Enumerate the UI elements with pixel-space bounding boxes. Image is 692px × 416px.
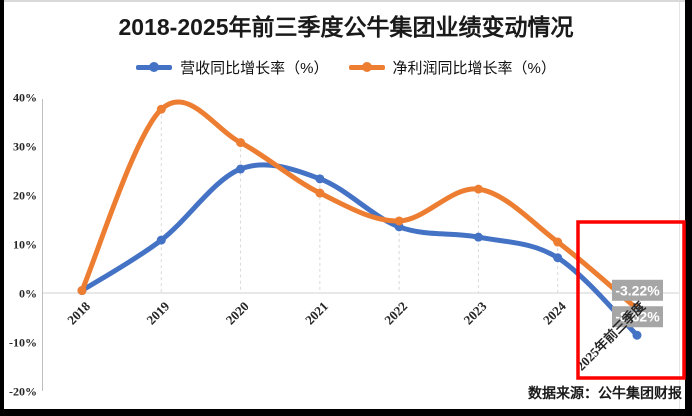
data-point[interactable] (553, 253, 563, 263)
data-point[interactable] (632, 330, 642, 340)
data-point[interactable] (315, 188, 325, 198)
data-point[interactable] (236, 138, 246, 148)
legend-label-revenue: 营收同比增长率（%） (180, 60, 329, 77)
y-tick-label: 40% (13, 91, 37, 105)
end-value-labels: -3.22% -8.62% (611, 279, 663, 328)
y-tick-label: 10% (13, 238, 37, 252)
x-tick-label: 2018 (64, 298, 93, 327)
frame-top-edge (0, 0, 692, 2)
y-tick-label: 30% (13, 140, 37, 154)
chart-legend: 营收同比增长率（%） 净利润同比增长率（%） (0, 57, 692, 78)
value-label-box (611, 279, 663, 301)
netprofit-dot-icon (361, 62, 372, 73)
y-tick-label: 20% (13, 189, 37, 203)
y-axis-ticks: 40% 30% 20% 10% 0% -10% -20% (9, 91, 37, 399)
value-label-text: -8.62% (615, 309, 660, 325)
legend-item-netprofit[interactable]: 净利润同比增长率（%） (348, 57, 556, 78)
x-tick-label: 2021 (302, 299, 331, 328)
data-point[interactable] (77, 286, 87, 296)
x-tick-label: 2019 (143, 298, 172, 327)
value-label-text: -3.22% (615, 282, 660, 298)
frame-right-edge (685, 0, 692, 416)
x-tick-label: 2022 (381, 299, 410, 328)
data-point[interactable] (156, 235, 166, 245)
revenue-line-marker-icon (136, 62, 173, 73)
chart-title: 2018-2025年前三季度公牛集团业绩变动情况 (118, 14, 574, 40)
revenue-dot-icon (149, 62, 160, 73)
data-point[interactable] (394, 216, 404, 226)
data-point[interactable] (236, 164, 246, 174)
highlight-box (576, 220, 686, 380)
legend-item-revenue[interactable]: 营收同比增长率（%） (136, 57, 329, 78)
y-tick-label: -20% (9, 385, 37, 399)
x-tick-label: 2024 (540, 298, 569, 327)
x-tick-label: 2023 (461, 298, 490, 327)
data-point[interactable] (473, 184, 483, 194)
x-axis-ticks: 2018 2019 2020 2021 2022 2023 2024 2025年前三季度 (64, 298, 649, 374)
frame-bottom-edge (0, 409, 692, 416)
y-tick-label: 0% (19, 287, 37, 301)
plot-right-border (679, 2, 680, 409)
value-label-box (611, 306, 663, 328)
series-line-1 (77, 99, 642, 314)
legend-label-netprofit: 净利润同比增长率（%） (392, 60, 556, 77)
data-source-note: 数据来源：公牛集团财报 (528, 385, 682, 401)
axes (42, 99, 679, 391)
data-point[interactable] (473, 232, 483, 242)
data-point[interactable] (553, 237, 563, 247)
frame-left-edge (0, 0, 4, 416)
data-point[interactable] (315, 174, 325, 184)
y-tick-label: -10% (9, 336, 37, 350)
data-point[interactable] (156, 104, 166, 114)
netprofit-line-marker-icon (348, 62, 385, 73)
x-tick-label: 2020 (223, 299, 252, 328)
